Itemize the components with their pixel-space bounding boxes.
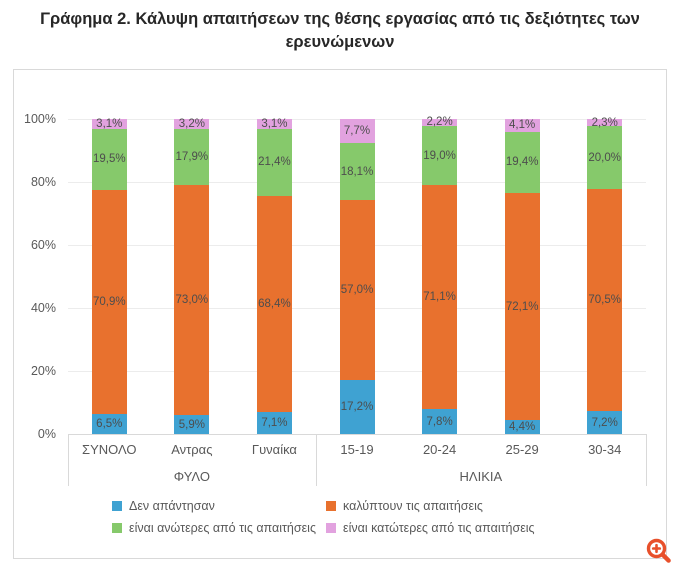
y-axis-tick-label: 60% [30,238,56,252]
data-label: 72,1% [505,300,539,313]
bar-segment-series3 [91,119,127,129]
legend-label: Δεν απάντησαν [129,499,215,513]
bar-segment-series2 [587,126,623,190]
bar-segment-series2 [504,131,540,194]
data-label: 17,9% [175,151,209,164]
x-axis-category-label: 15-19 [340,442,374,457]
bar-segment-series2 [91,128,127,191]
data-label: 6,5% [96,417,123,430]
data-label: 3,1% [261,117,288,130]
bar-segment-series1 [422,185,458,410]
bar-segment-series0 [587,411,623,434]
bar-segment-series1 [339,200,375,380]
bar-segment-series3 [256,119,292,129]
zoom-in-button[interactable] [644,537,674,567]
axis-divider [68,434,69,486]
bar-segment-series3 [504,119,540,132]
bar-segment-series1 [174,185,210,416]
axis-divider [646,434,647,486]
y-axis-tick-label: 80% [30,175,56,189]
legend-label: είναι ανώτερες από τις απαιτήσεις [129,521,316,535]
bar-segment-series1 [256,196,292,412]
data-label: 17,2% [340,400,374,413]
data-label: 5,9% [178,418,205,431]
data-label: 18,1% [340,165,374,178]
x-axis-category-label: 20-24 [422,442,457,457]
x-axis-group-label: ΗΛΙΚΙΑ [459,469,503,484]
chart-title-line2: ερευνώμενων [285,33,395,51]
bar-segment-series0 [256,411,292,434]
data-label: 70,9% [92,295,126,308]
bar-segment-series2 [422,125,458,186]
data-label: 20,0% [588,151,621,164]
legend-label: καλύπτουν τις απαιτήσεις [343,499,483,513]
legend-label: είναι κατώτερες από τις απαιτήσεις [343,521,535,535]
data-label: 7,7% [343,125,371,138]
chart-title: Γράφημα 2. Κάλυψη απαιτήσεων της θέσης ε… [0,8,680,54]
x-axis-category-label: ΣΥΝΟΛΟ [82,442,137,457]
x-axis-category-label: 25-29 [505,442,539,457]
legend-swatch-icon [112,501,122,511]
data-label: 19,0% [423,149,456,162]
legend-swatch-icon [112,523,122,533]
data-label: 2,2% [426,116,453,129]
data-label: 7,2% [591,416,618,429]
gridline-0 [68,434,646,435]
legend-item-2[interactable]: είναι ανώτερες από τις απαιτήσεις [112,521,326,535]
bar-segment-series3 [587,119,623,127]
chart-title-line1: Γράφημα 2. Κάλυψη απαιτήσεων της θέσης ε… [40,10,640,28]
bar-segment-series1 [91,190,127,414]
x-axis-category-label: 30-34 [588,442,622,457]
legend: Δεν απάντησαν καλύπτουν τις απαιτήσεις είν… [14,499,666,535]
bar-segment-series3 [339,119,375,144]
bar-segment-series3 [422,118,458,126]
bar-segment-series0 [174,415,210,434]
data-label: 4,1% [509,119,536,132]
bar-segment-series2 [339,143,375,201]
data-label: 70,5% [588,294,621,307]
data-label: 21,4% [258,156,291,169]
x-axis-group-label: ΦΥΛΟ [173,469,210,484]
legend-item-1[interactable]: καλύπτουν τις απαιτήσεις [326,499,568,513]
y-axis-tick-label: 0% [37,427,56,441]
data-label: 57,0% [340,284,374,297]
bar-segment-series0 [504,420,540,434]
y-axis-tick-label: 20% [30,364,56,378]
y-axis-tick-label: 40% [30,301,56,315]
legend-item-0[interactable]: Δεν απάντησαν [112,499,326,513]
data-label: 7,1% [261,416,288,429]
x-axis-category-label: Αντρας [171,442,213,457]
legend-swatch-icon [326,523,336,533]
data-label: 73,0% [175,294,209,307]
data-label: 19,5% [92,153,126,166]
zoom-in-icon [645,538,673,568]
bar-segment-series0 [422,409,458,434]
bar-segment-series2 [256,128,292,197]
data-label: 3,2% [178,118,205,131]
data-label: 3,1% [96,117,123,130]
data-label: 71,1% [423,291,456,304]
data-label: 7,8% [426,415,453,428]
legend-item-3[interactable]: είναι κατώτερες από τις απαιτήσεις [326,521,568,535]
x-axis-category-label: Γυναίκα [251,442,297,457]
bar-segment-series1 [504,193,540,421]
chart-container: Δεν απάντησαν καλύπτουν τις απαιτήσεις είν… [13,69,667,559]
legend-swatch-icon [326,501,336,511]
bar-segment-series1 [587,189,623,412]
bar-segment-series3 [174,119,210,130]
data-label: 4,4% [509,421,536,434]
bar-segment-series2 [174,129,210,186]
bar-segment-series0 [91,413,127,434]
data-label: 19,4% [505,156,539,169]
axis-divider [315,434,317,486]
y-axis-tick-label: 100% [24,112,56,126]
bar-segment-series0 [339,379,375,434]
data-label: 68,4% [258,297,291,310]
data-label: 2,3% [591,116,618,129]
